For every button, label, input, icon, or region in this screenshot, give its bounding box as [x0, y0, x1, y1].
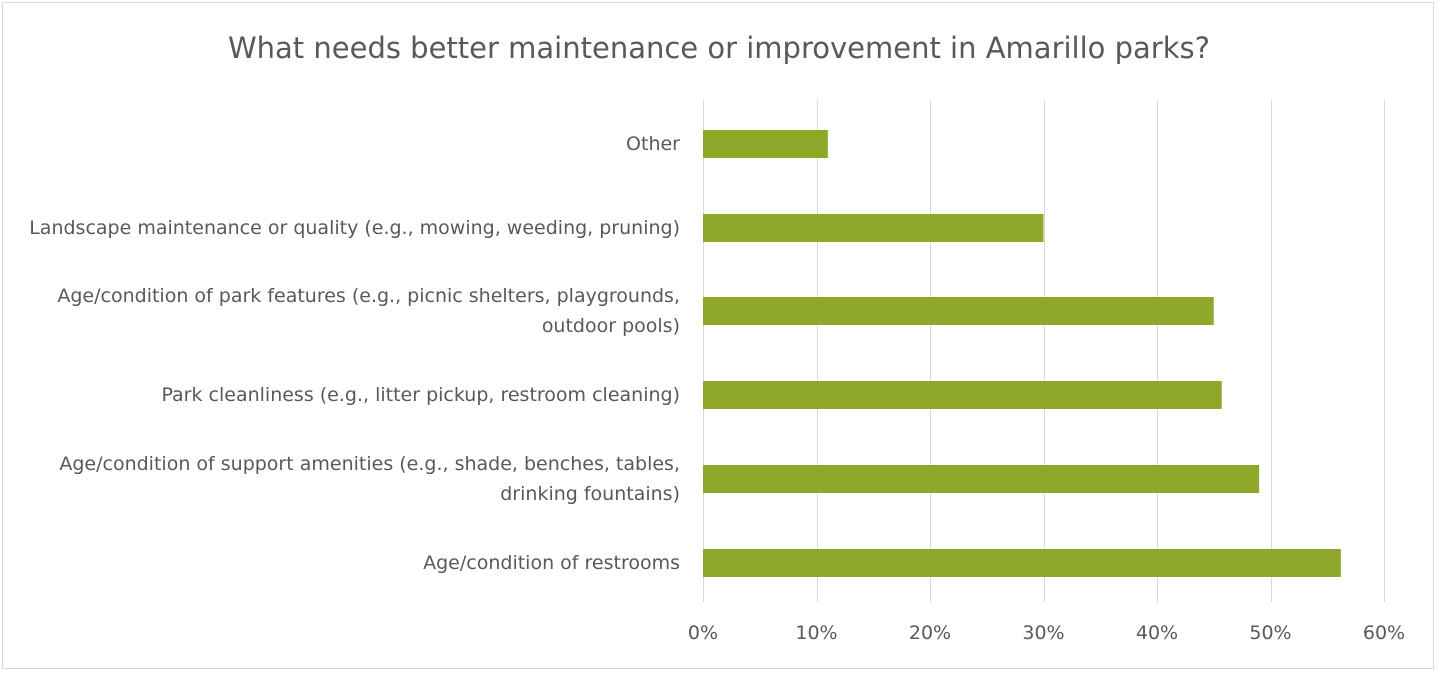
category-label-4: Age/condition of support amenities (e.g.… [59, 453, 680, 505]
tick-label-30: 30% [1022, 622, 1065, 644]
category-label-2: Age/condition of park features (e.g., pi… [57, 285, 680, 337]
bars [703, 130, 1341, 577]
bar-3 [703, 381, 1222, 409]
gridlines [703, 100, 1385, 602]
tick-label-0: 0% [687, 622, 719, 644]
tick-label-10: 10% [795, 622, 838, 644]
bar-4 [703, 465, 1260, 493]
category-label-3: Park cleanliness (e.g., litter pickup, r… [161, 384, 680, 406]
bar-5 [703, 549, 1341, 577]
bar-1 [703, 214, 1044, 242]
tick-label-20: 20% [908, 622, 952, 644]
bar-0 [703, 130, 828, 158]
bar-2 [703, 297, 1214, 325]
chart-title: What needs better maintenance or improve… [227, 31, 1211, 65]
category-label-0: Other [626, 133, 680, 155]
category-label-5: Age/condition of restrooms [423, 552, 680, 574]
tick-label-40: 40% [1135, 622, 1179, 644]
tick-label-60: 60% [1362, 622, 1406, 644]
category-label-1: Landscape maintenance or quality (e.g., … [29, 217, 680, 239]
tick-label-50: 50% [1249, 622, 1292, 644]
